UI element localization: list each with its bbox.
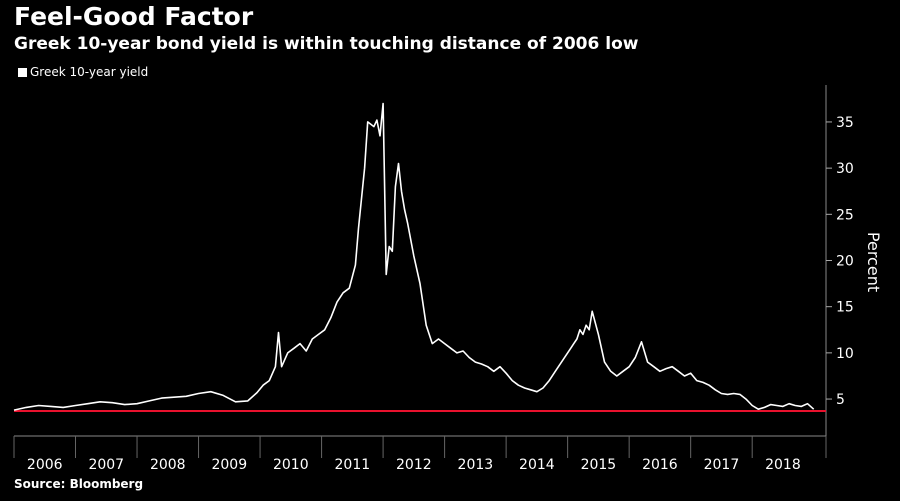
x-axis: 2006 2007 2008 2009 2010 2011 2012 2013 2014 2015… [13,436,827,473]
legend-swatch [18,67,27,77]
y-axis-title: Percent [864,232,883,292]
y-tick-label: 35 [836,115,854,131]
chart-title: Feel-Good Factor [14,2,254,31]
x-tick-label: 2006 [27,457,63,473]
y-tick-label: 5 [836,392,845,408]
legend-label: Greek 10-year yield [30,65,149,79]
y-tick-label: 15 [836,300,854,316]
x-tick-label: 2009 [211,457,247,473]
x-tick-label: 2008 [150,457,186,473]
series-line-greek-10-year-yield [13,102,815,411]
y-tick-label: 25 [836,207,854,223]
y-tick-label: 10 [836,346,854,362]
y-axis: 5 10 15 20 25 30 35 [826,115,854,408]
x-tick-label: 2007 [88,457,124,473]
chart-subtitle: Greek 10-year bond yield is within touch… [14,34,639,54]
x-tick-label: 2011 [335,457,371,473]
x-tick-label: 2012 [396,457,432,473]
y-tick-label: 30 [836,161,854,177]
x-tick-label: 2018 [765,457,801,473]
y-tick-label: 20 [836,254,854,270]
series-layer [13,102,826,413]
x-tick-label: 2015 [581,457,617,473]
x-tick-label: 2010 [273,457,309,473]
x-tick-label: 2014 [519,457,555,473]
x-tick-label: 2016 [642,457,678,473]
x-tick-label: 2013 [458,457,494,473]
legend: Greek 10-year yield [18,65,148,79]
x-tick-label: 2017 [704,457,740,473]
source-note: Source: Bloomberg [14,477,144,491]
